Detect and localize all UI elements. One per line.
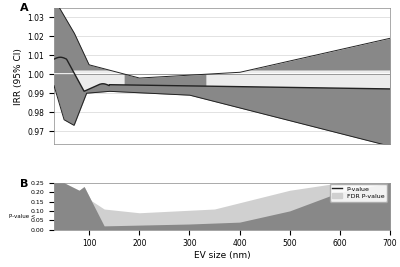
Text: P-value <: P-value < — [9, 214, 35, 219]
Text: A: A — [20, 3, 29, 13]
X-axis label: EV size (nm): EV size (nm) — [194, 251, 250, 260]
Text: B: B — [20, 179, 29, 189]
Y-axis label: IRR (95% CI): IRR (95% CI) — [14, 48, 23, 105]
Legend: P-value, FDR P-value: P-value, FDR P-value — [330, 183, 387, 202]
